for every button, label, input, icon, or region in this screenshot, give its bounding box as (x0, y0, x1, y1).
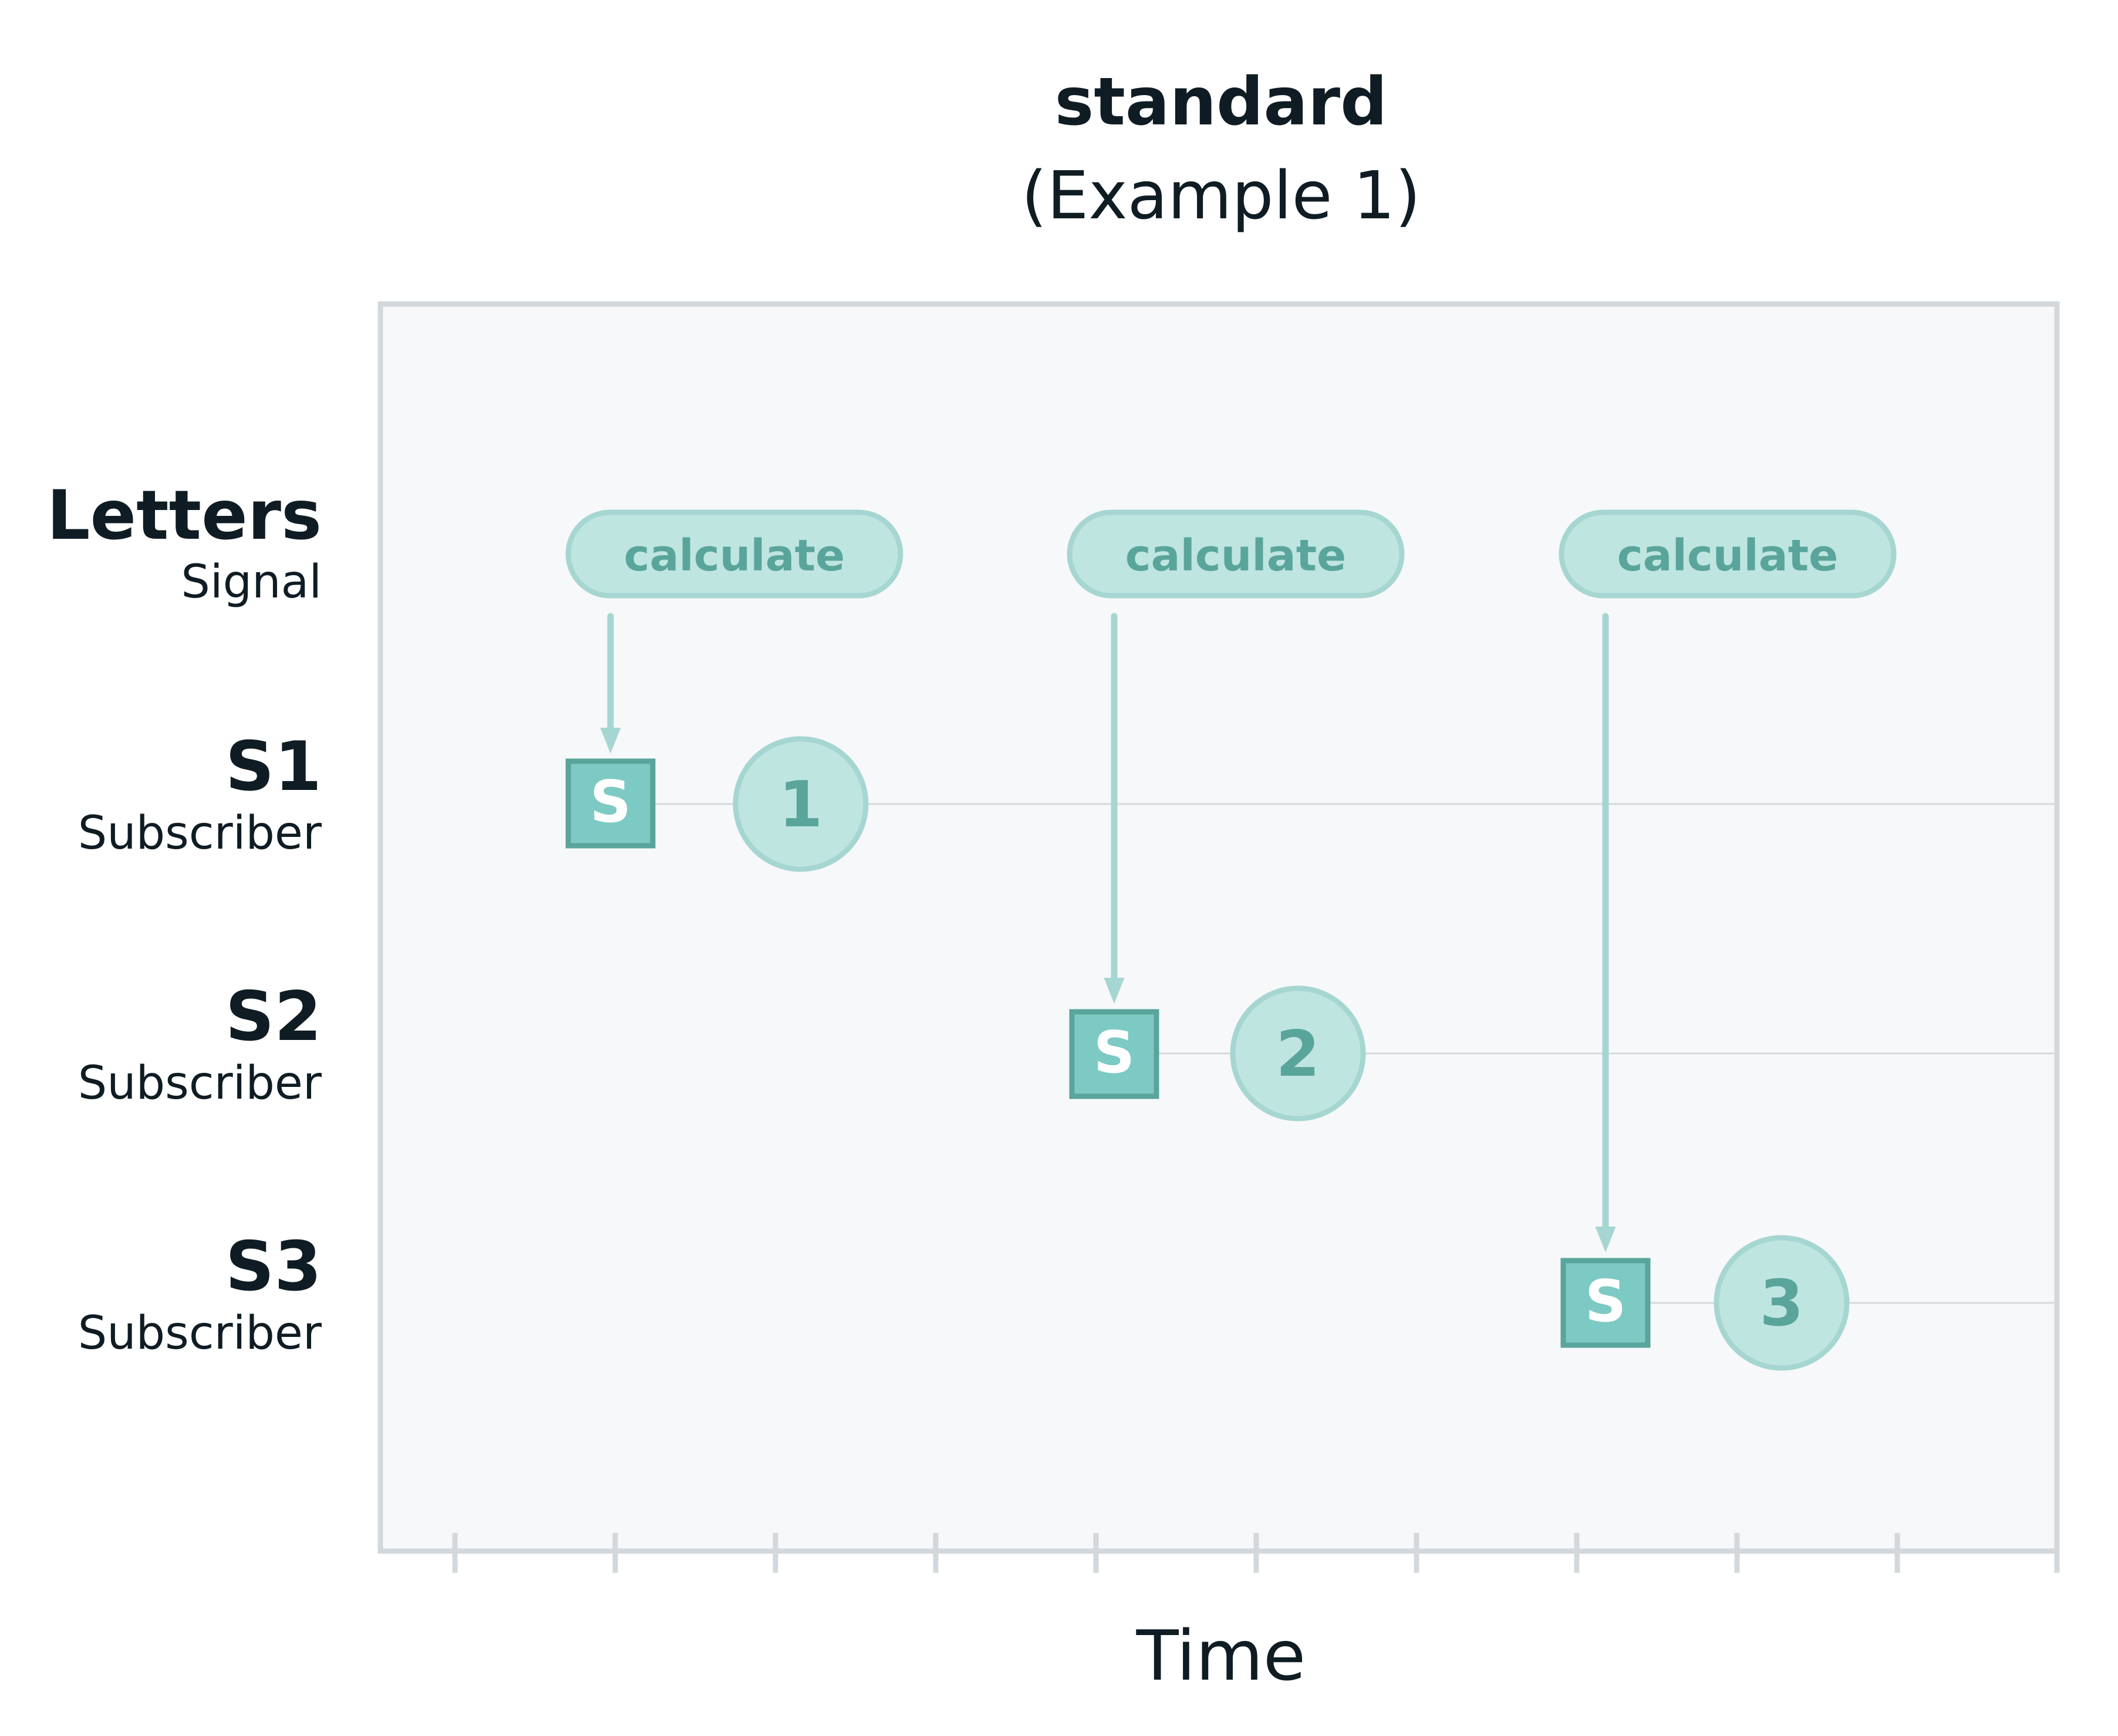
lane-kind-s2: Subscriber (78, 1057, 322, 1110)
signal-event-pill (1559, 509, 1897, 599)
lane-name-s3: S3 (225, 1227, 322, 1306)
lane-kind-s1: Subscriber (78, 807, 322, 860)
diagram-subtitle: (Example 1) (1021, 158, 1421, 234)
emission-value: 1 (778, 768, 822, 842)
signal-event-label: calculate (1617, 531, 1839, 581)
subscribe-marker-label: S (1585, 1268, 1627, 1335)
emission-marker (1714, 1235, 1850, 1371)
lane-name-letters: Letters (47, 476, 322, 555)
subscribe-marker (565, 758, 656, 849)
subscription-s3: S (1560, 1258, 1651, 1348)
emission-value: 3 (1759, 1267, 1803, 1340)
emission-marker (733, 736, 869, 872)
emission-value: 2 (1276, 1018, 1320, 1091)
emission-marker (1230, 985, 1366, 1122)
signal-event-1: calculate (565, 509, 903, 599)
signal-event-2: calculate (1067, 509, 1405, 599)
signal-event-label: calculate (1125, 531, 1347, 581)
time-axis-ticks (452, 1533, 2060, 1573)
lane-kind-letters: Signal (181, 556, 322, 609)
signal-event-3: calculate (1559, 509, 1897, 599)
signal-event-pill (565, 509, 903, 599)
diagram-title: standard (1055, 64, 1388, 140)
lane-kind-s3: Subscriber (78, 1307, 322, 1360)
lane-name-s1: S1 (225, 727, 322, 806)
emission-s3: 3 (1714, 1235, 1850, 1371)
subscribe-marker-label: S (590, 769, 632, 836)
emission-s2: 2 (1230, 985, 1366, 1122)
subscribe-marker (1560, 1258, 1651, 1348)
signal-event-label: calculate (624, 531, 845, 581)
lane-name-s2: S2 (225, 977, 322, 1056)
subscription-s2: S (1069, 1009, 1159, 1099)
signal-event-pill (1067, 509, 1405, 599)
subscribe-marker (1069, 1009, 1159, 1099)
emission-s1: 1 (733, 736, 869, 872)
subscribe-marker-label: S (1094, 1019, 1135, 1086)
x-axis-label: Time (1136, 1615, 1306, 1696)
subscription-s1: S (565, 758, 656, 849)
